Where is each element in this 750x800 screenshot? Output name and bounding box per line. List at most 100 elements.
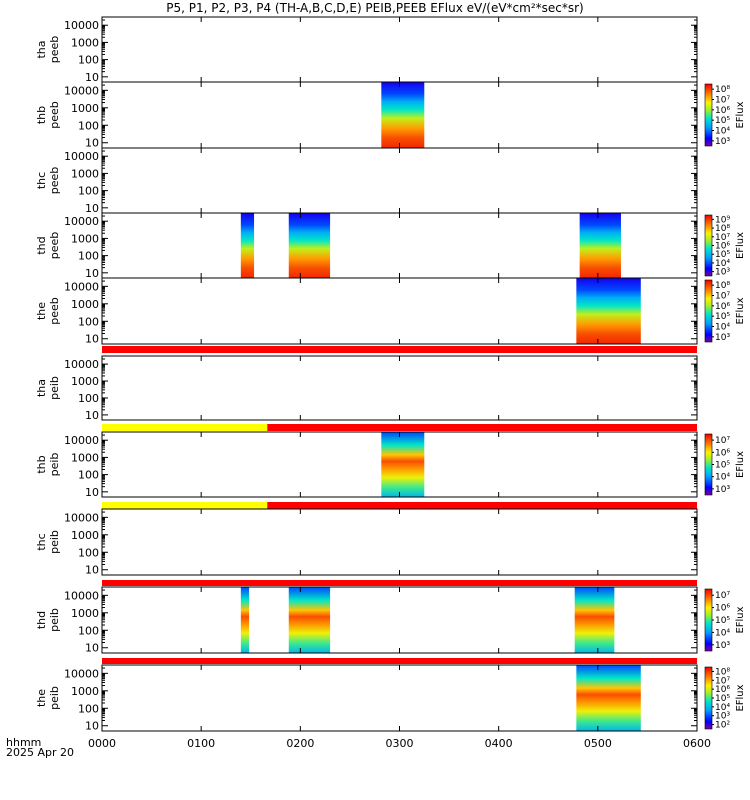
colorbar-tick-label: 10⁷ (715, 292, 730, 302)
y-tick-label: 10 (85, 202, 99, 215)
colorbar-tick-label: 10⁶ (715, 106, 730, 116)
x-tick-label: 0400 (485, 737, 513, 750)
panel-frame (101, 147, 698, 214)
spectrogram-block (576, 665, 641, 731)
y-tick-label: 100 (78, 185, 99, 198)
y-tick-label: 1000 (71, 102, 99, 115)
colorbar-tick-label: 10⁷ (715, 676, 730, 686)
x-tick-label: 0500 (584, 737, 612, 750)
x-tick-label: 0000 (88, 737, 116, 750)
colorbar-tick-label: 10⁴ (715, 628, 730, 638)
y-tick-label: 10000 (64, 434, 99, 447)
panel-label-probe: thb (35, 106, 48, 124)
panel-label-probe: thc (35, 172, 48, 189)
colorbar-tick-label: 10⁴ (715, 473, 730, 483)
spectrogram-block (579, 213, 621, 278)
y-tick-label: 10000 (64, 358, 99, 371)
y-tick-label: 10000 (64, 84, 99, 97)
panel-label-probe: thd (35, 611, 48, 629)
y-tick-label: 10 (85, 409, 99, 422)
spectrogram-block (240, 587, 250, 653)
y-tick-label: 10000 (64, 215, 99, 228)
y-tick-label: 100 (78, 702, 99, 715)
colorbar-tick-label: 10⁶ (715, 604, 730, 614)
date-label: 2025 Apr 20 (6, 746, 75, 759)
colorbar-tick-label: 10⁸ (715, 667, 730, 677)
y-tick-label: 100 (78, 54, 99, 67)
colorbar-tick-label: 10⁵ (715, 116, 730, 126)
x-tick-label: 0200 (286, 737, 314, 750)
colorbar-tick-label: 10³ (715, 137, 730, 147)
spectrogram-block (288, 587, 331, 653)
colorbar-tick-label: 10⁷ (715, 233, 730, 243)
y-tick-label: 100 (78, 546, 99, 559)
colorbar (704, 83, 713, 147)
colorbar-label: EFlux (735, 297, 746, 324)
y-tick-label: 10 (85, 267, 99, 280)
spectrogram-block (574, 587, 615, 653)
y-tick-label: 10000 (64, 589, 99, 602)
y-tick-label: 1000 (71, 36, 99, 49)
panel-label-product: peib (48, 608, 61, 632)
colorbar-label: EFlux (735, 101, 746, 128)
panel-label-probe: thc (35, 533, 48, 550)
colorbar-tick-label: 10⁴ (715, 259, 730, 269)
y-tick-label: 10000 (64, 280, 99, 293)
x-tick-label: 0300 (386, 737, 414, 750)
panel-label-product: peeb (48, 101, 61, 129)
colorbar-tick-label: 10⁶ (715, 242, 730, 252)
spectrogram-block (240, 213, 255, 278)
colorbar-tick-label: 10⁵ (715, 461, 730, 471)
colorbar-tick-label: 10³ (715, 333, 730, 343)
panel-label-product: peib (48, 453, 61, 477)
colorbar-label: EFlux (735, 606, 746, 633)
y-tick-label: 10 (85, 71, 99, 84)
colorbar-tick-label: 10⁴ (715, 703, 730, 713)
y-tick-label: 1000 (71, 298, 99, 311)
y-tick-label: 1000 (71, 167, 99, 180)
y-tick-label: 10 (85, 486, 99, 499)
colorbar-tick-label: 10⁵ (715, 250, 730, 260)
panel-label-probe: the (35, 689, 48, 707)
colorbar-tick-label: 10⁴ (715, 127, 730, 137)
colorbar (704, 588, 713, 652)
quality-flag-bar (102, 658, 697, 664)
panel-label-probe: tha (35, 40, 48, 58)
colorbar-tick-label: 10³ (715, 641, 730, 651)
colorbar-tick-label: 10³ (715, 268, 730, 278)
y-tick-label: 10 (85, 564, 99, 577)
y-tick-label: 1000 (71, 232, 99, 245)
panel-label-product: peib (48, 530, 61, 554)
colorbar-tick-label: 10⁶ (715, 685, 730, 695)
colorbar-tick-label: 10⁹ (715, 215, 730, 225)
colorbar-tick-label: 10⁸ (715, 281, 730, 291)
colorbar-tick-label: 10³ (715, 712, 730, 722)
y-tick-label: 1000 (71, 375, 99, 388)
y-tick-label: 10000 (64, 150, 99, 163)
colorbar-tick-label: 10⁵ (715, 616, 730, 626)
quality-flag-bar (102, 502, 268, 509)
colorbar-tick-label: 10⁷ (715, 96, 730, 106)
panel-label-probe: thb (35, 455, 48, 473)
y-tick-label: 10 (85, 137, 99, 150)
y-tick-label: 10000 (64, 511, 99, 524)
colorbar (704, 214, 713, 277)
colorbar-tick-label: 10⁶ (715, 302, 730, 312)
colorbar-tick-label: 10³ (715, 485, 730, 495)
y-tick-label: 100 (78, 119, 99, 132)
plot-title: P5, P1, P2, P3, P4 (TH-A,B,C,D,E) PEIB,P… (166, 1, 584, 15)
colorbar (704, 433, 713, 496)
y-tick-label: 100 (78, 250, 99, 263)
colorbar-tick-label: 10⁴ (715, 323, 730, 333)
y-tick-label: 10 (85, 720, 99, 733)
y-tick-label: 100 (78, 392, 99, 405)
colorbar-label: EFlux (735, 451, 746, 478)
panel-label-product: peeb (48, 167, 61, 195)
y-tick-label: 1000 (71, 529, 99, 542)
y-tick-label: 100 (78, 315, 99, 328)
colorbar-tick-label: 10² (715, 721, 730, 731)
colorbar-tick-label: 10⁵ (715, 694, 730, 704)
colorbar-tick-label: 10⁷ (715, 436, 730, 446)
quality-flag-bar (102, 346, 697, 353)
